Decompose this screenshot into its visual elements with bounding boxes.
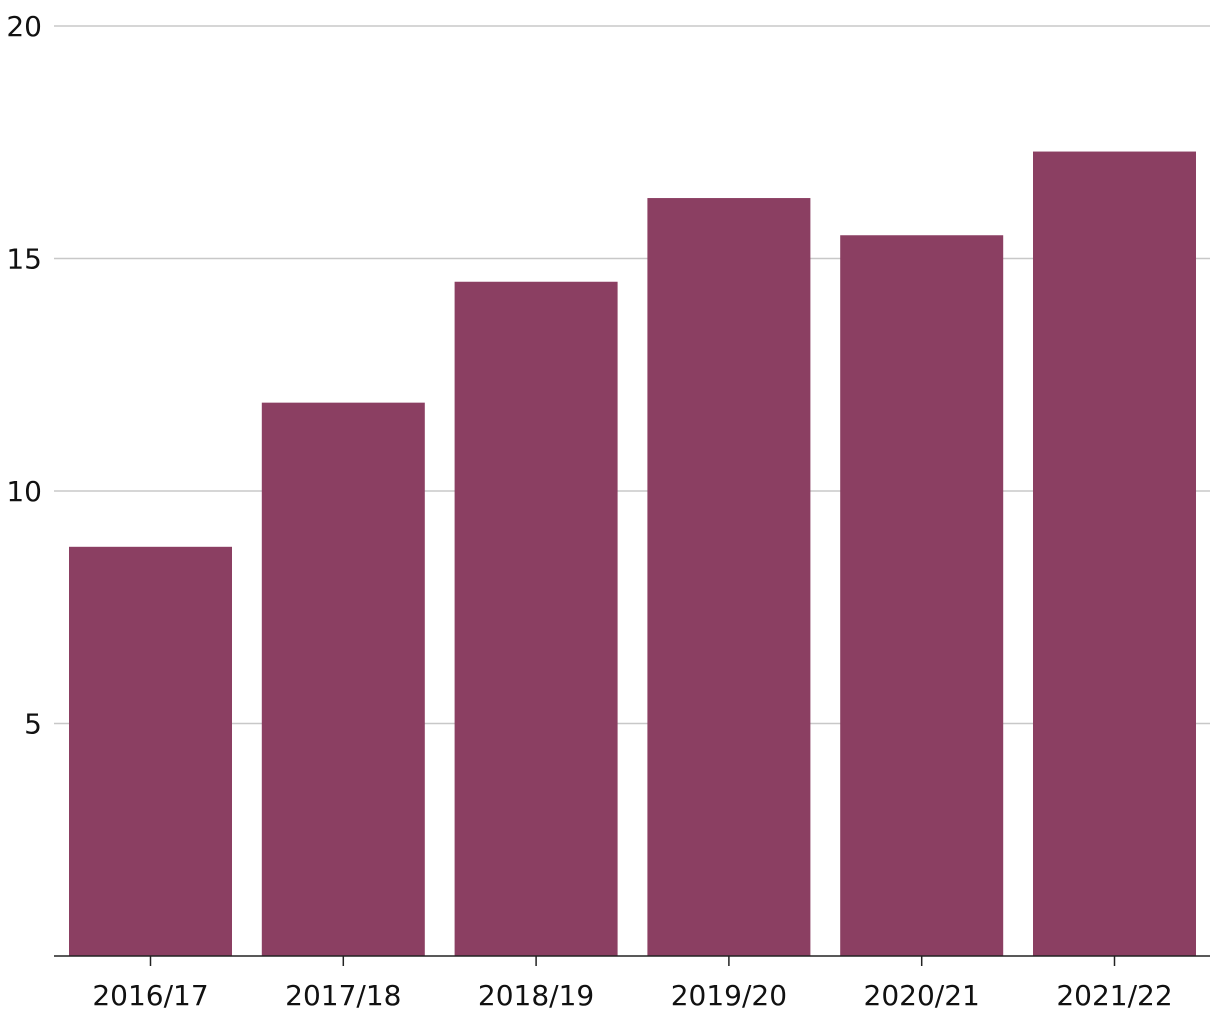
bar-2020-21 [840,235,1004,956]
y-tick-label: 15 [6,243,42,276]
x-tick-label: 2017/18 [285,979,401,1012]
x-axis-tick-labels: 2016/17 2017/18 2018/19 2019/20 2020/21 2021/… [92,979,1172,1012]
x-axis [54,955,1210,966]
bar-2018-19 [454,281,618,956]
y-tick-label: 20 [6,10,42,43]
bar-2019-20 [647,198,811,957]
y-tick-label: 5 [24,708,42,741]
bars [69,151,1196,957]
bar-2017-18 [261,402,425,956]
x-tick-label: 2016/17 [92,979,208,1012]
y-tick-label: 10 [6,475,42,508]
gridlines [54,25,1210,725]
bar-2021-22 [1033,151,1196,957]
x-tick-label: 2021/22 [1056,979,1172,1012]
y-axis-tick-labels: 5 10 15 20 [6,10,42,741]
x-tick-label: 2020/21 [864,979,980,1012]
x-tick-label: 2018/19 [478,979,594,1012]
x-tick-label: 2019/20 [671,979,787,1012]
bar-2016-17 [69,546,232,956]
